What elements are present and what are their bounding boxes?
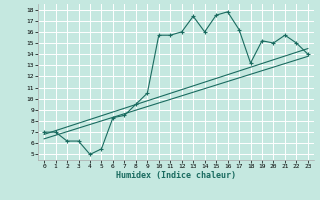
X-axis label: Humidex (Indice chaleur): Humidex (Indice chaleur): [116, 171, 236, 180]
